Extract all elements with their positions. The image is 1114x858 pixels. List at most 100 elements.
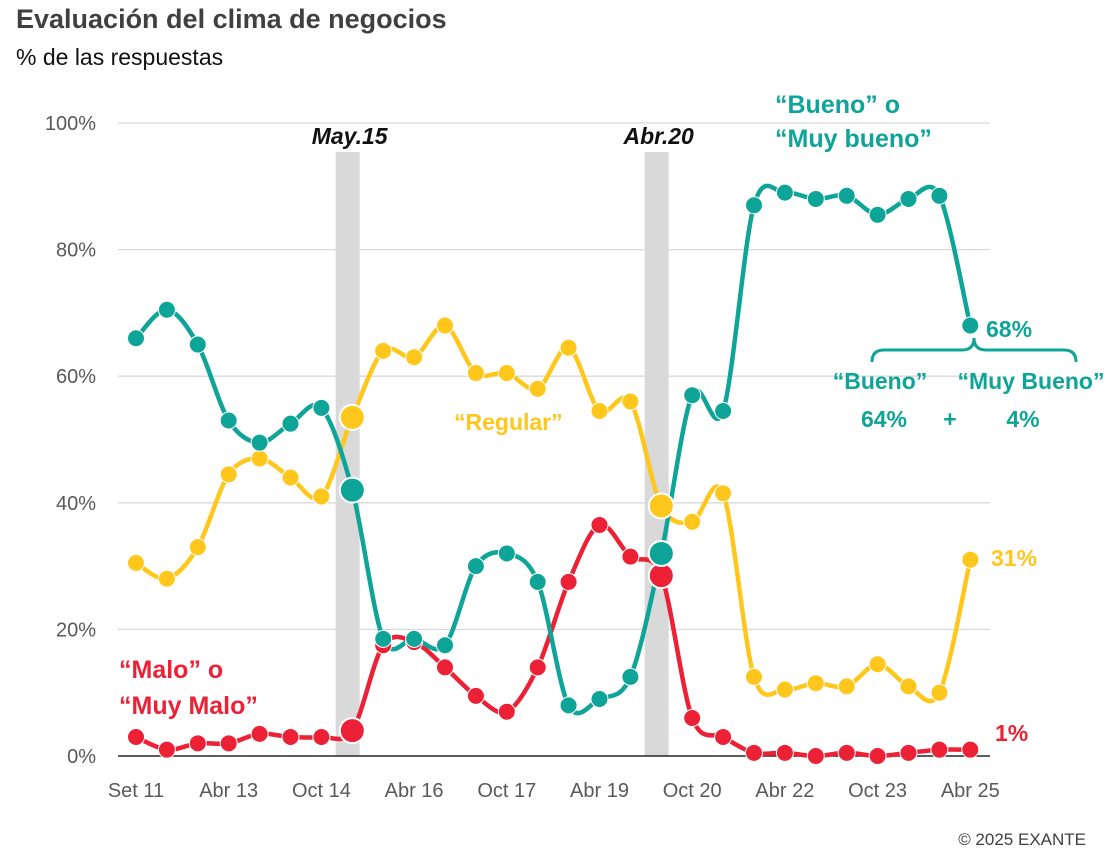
bueno-plus: + bbox=[943, 406, 956, 432]
x-tick-label: Abr 25 bbox=[941, 780, 1000, 802]
bueno-pct-a: 64% bbox=[861, 406, 907, 432]
bueno-pct-b: 4% bbox=[1006, 406, 1039, 432]
data-point-regular bbox=[127, 553, 145, 572]
data-point-regular bbox=[714, 484, 733, 503]
data-point-malo bbox=[127, 728, 145, 747]
data-point-malo bbox=[775, 743, 794, 762]
data-point-bueno bbox=[837, 186, 856, 205]
x-tick-label: Oct 20 bbox=[663, 780, 722, 802]
data-point-regular bbox=[837, 677, 856, 696]
series-points bbox=[127, 183, 980, 765]
data-point-bueno bbox=[312, 398, 331, 417]
x-tick-label: Abr 19 bbox=[570, 780, 629, 802]
data-point-malo bbox=[961, 740, 980, 759]
data-point-malo bbox=[837, 743, 856, 762]
x-tick-label: Oct 17 bbox=[477, 780, 536, 802]
data-point-regular bbox=[806, 674, 825, 693]
y-tick-label: 100% bbox=[45, 113, 96, 135]
data-point-regular bbox=[157, 569, 176, 588]
data-point-bueno bbox=[961, 316, 980, 335]
data-point-regular bbox=[338, 403, 366, 431]
data-point-bueno bbox=[497, 544, 516, 563]
malo-label-line1: “Malo” o bbox=[119, 656, 223, 684]
regular-end-label: 31% bbox=[991, 545, 1037, 571]
data-point-bueno bbox=[714, 402, 733, 421]
data-point-malo bbox=[621, 547, 640, 566]
data-point-bueno bbox=[374, 629, 393, 648]
data-point-regular bbox=[466, 364, 485, 383]
data-point-bueno bbox=[621, 667, 640, 686]
data-point-bueno bbox=[466, 557, 485, 576]
data-point-malo bbox=[930, 740, 949, 759]
bueno-brace bbox=[870, 337, 1078, 363]
y-tick-label: 0% bbox=[67, 746, 96, 768]
data-point-malo bbox=[497, 702, 516, 721]
data-point-regular bbox=[775, 680, 794, 699]
data-point-regular bbox=[250, 449, 269, 468]
data-point-malo bbox=[683, 709, 702, 728]
data-point-malo bbox=[157, 740, 176, 759]
data-point-regular bbox=[405, 348, 424, 367]
data-point-bueno bbox=[775, 183, 794, 202]
y-tick-label: 60% bbox=[56, 366, 96, 388]
data-point-regular bbox=[528, 379, 547, 398]
data-point-malo bbox=[528, 658, 547, 677]
data-point-malo bbox=[559, 572, 578, 591]
data-point-malo bbox=[868, 747, 887, 765]
data-point-regular bbox=[497, 364, 516, 383]
data-point-regular bbox=[436, 316, 454, 335]
chart-title: Evaluación del clima de negocios bbox=[16, 4, 447, 34]
y-tick-label: 20% bbox=[56, 619, 96, 641]
data-point-bueno bbox=[405, 629, 424, 648]
data-point-bueno bbox=[250, 433, 269, 452]
annotations: “Bueno” o “Muy bueno” 68% “Bueno” “Muy B… bbox=[119, 91, 1104, 746]
shaded-period-bar bbox=[644, 152, 669, 756]
data-point-regular bbox=[745, 667, 763, 686]
data-point-bueno bbox=[930, 186, 949, 205]
data-point-regular bbox=[312, 487, 331, 506]
series-lines bbox=[133, 183, 973, 759]
data-point-bueno bbox=[127, 329, 145, 348]
data-point-malo bbox=[188, 734, 207, 753]
x-tick-label: Abr 16 bbox=[385, 780, 444, 802]
y-tick-label: 40% bbox=[56, 493, 96, 515]
data-point-malo bbox=[466, 686, 485, 705]
data-point-malo bbox=[312, 728, 331, 747]
data-point-malo bbox=[219, 734, 238, 753]
shaded-periods: May.15 Abr.20 bbox=[312, 123, 694, 756]
data-point-malo bbox=[250, 724, 269, 743]
x-tick-label: Oct 23 bbox=[848, 780, 907, 802]
chart-subtitle: % de las respuestas bbox=[16, 44, 224, 70]
x-tick-label: Set 11 bbox=[108, 780, 164, 802]
y-tick-label: 80% bbox=[56, 240, 96, 262]
data-point-bueno bbox=[281, 414, 300, 433]
data-point-bueno bbox=[188, 335, 207, 354]
data-point-bueno bbox=[559, 696, 578, 715]
shaded-period-label: May.15 bbox=[312, 123, 389, 149]
data-point-regular bbox=[188, 538, 207, 557]
data-point-regular bbox=[281, 468, 300, 487]
data-point-bueno bbox=[157, 300, 176, 319]
bueno-label-line2: “Muy bueno” bbox=[775, 125, 932, 153]
data-point-bueno bbox=[745, 196, 763, 215]
data-point-malo bbox=[899, 743, 918, 762]
data-point-regular bbox=[683, 512, 702, 531]
data-point-malo bbox=[590, 515, 609, 534]
data-point-malo bbox=[281, 728, 300, 747]
x-tick-label: Abr 13 bbox=[199, 780, 258, 802]
data-point-regular bbox=[374, 341, 393, 360]
data-point-regular bbox=[930, 683, 949, 702]
data-point-regular bbox=[899, 677, 918, 696]
bueno-label-line1: “Bueno” o bbox=[775, 91, 900, 119]
data-point-bueno bbox=[647, 539, 675, 567]
data-point-malo bbox=[806, 747, 825, 765]
data-point-regular bbox=[961, 550, 980, 569]
data-point-regular bbox=[219, 465, 238, 484]
data-point-regular bbox=[559, 338, 578, 357]
data-point-malo bbox=[436, 658, 454, 677]
malo-end-label: 1% bbox=[995, 720, 1028, 746]
data-point-bueno bbox=[528, 572, 547, 591]
bueno-end-label: 68% bbox=[986, 316, 1032, 342]
bueno-split-a: “Bueno” bbox=[833, 368, 928, 394]
